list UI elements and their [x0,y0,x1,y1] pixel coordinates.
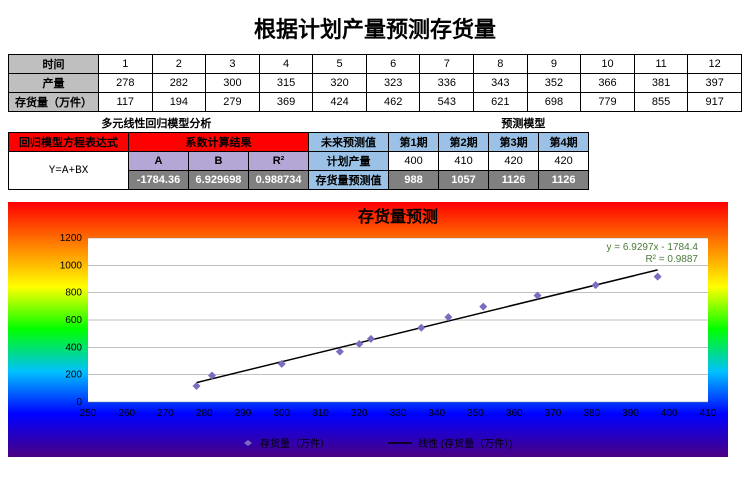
svg-text:400: 400 [65,342,82,353]
table-cell: 366 [581,74,635,93]
table-cell: 9 [527,55,581,74]
table-cell: 279 [206,93,260,112]
data-table: 时间123456789101112产量278282300315320323336… [8,54,742,112]
table-cell: 369 [259,93,313,112]
table-cell: 336 [420,74,474,93]
svg-text:390: 390 [622,408,639,419]
future-header: 未来预测值 [309,133,389,152]
period-label: 第1期 [389,133,439,152]
section-right-label: 预测模型 [303,114,742,132]
svg-text:R² = 0.9887: R² = 0.9887 [645,254,698,265]
table-cell: 323 [366,74,420,93]
chart-container: 0 200 400 600 800 1000 1200 250 260 270 280 290 300 3… [8,202,742,457]
svg-text:600: 600 [65,315,82,326]
table-cell: 320 [313,74,367,93]
plan-value: 410 [439,152,489,171]
row-label: 存货量（万件） [9,93,99,112]
svg-text:1000: 1000 [60,260,83,271]
row-label: 时间 [9,55,99,74]
row-label: 产量 [9,74,99,93]
svg-text:400: 400 [661,408,678,419]
svg-text:800: 800 [65,288,82,299]
coef-value: -1784.36 [129,171,189,190]
svg-text:380: 380 [583,408,600,419]
table-cell: 462 [366,93,420,112]
analysis-table: 回归模型方程表达式系数计算结果未来预测值第1期第2期第3期第4期 Y=A+BXAB… [8,132,742,190]
table-cell: 282 [152,74,206,93]
table-cell: 1 [99,55,153,74]
table-cell: 855 [634,93,688,112]
table-cell: 698 [527,93,581,112]
svg-text:340: 340 [428,408,445,419]
svg-text:270: 270 [157,408,174,419]
section-left-label: 多元线性回归模型分析 [8,114,303,132]
table-cell: 352 [527,74,581,93]
coef-value: 0.988734 [249,171,309,190]
svg-text:290: 290 [235,408,252,419]
table-cell: 917 [688,93,742,112]
svg-text:300: 300 [273,408,290,419]
formula-cell: Y=A+BX [9,152,129,190]
coef-header: 系数计算结果 [129,133,309,152]
svg-text:1200: 1200 [60,233,83,244]
table-cell: 381 [634,74,688,93]
period-label: 第4期 [539,133,589,152]
table-cell: 10 [581,55,635,74]
plan-value: 420 [539,152,589,171]
svg-text:350: 350 [467,408,484,419]
svg-text:0: 0 [76,397,82,408]
table-cell: 6 [366,55,420,74]
table-cell: 194 [152,93,206,112]
svg-text:200: 200 [65,370,82,381]
table-cell: 4 [259,55,313,74]
table-cell: 3 [206,55,260,74]
svg-text:330: 330 [390,408,407,419]
coef-label: A [129,152,189,171]
pred-label: 存货量预测值 [309,171,389,190]
inventory-forecast-chart: 0 200 400 600 800 1000 1200 250 260 270 280 290 300 3… [8,202,728,457]
svg-text:260: 260 [118,408,135,419]
plan-value: 420 [489,152,539,171]
formula-header: 回归模型方程表达式 [9,133,129,152]
svg-text:310: 310 [312,408,329,419]
table-cell: 117 [99,93,153,112]
table-cell: 8 [474,55,528,74]
svg-text:y = 6.9297x - 1784.4: y = 6.9297x - 1784.4 [607,242,699,253]
svg-text:存货量（万件）: 存货量（万件） [260,437,330,450]
plan-value: 400 [389,152,439,171]
table-cell: 315 [259,74,313,93]
table-cell: 779 [581,93,635,112]
pred-value: 988 [389,171,439,190]
table-cell: 2 [152,55,206,74]
table-cell: 424 [313,93,367,112]
pred-value: 1126 [539,171,589,190]
table-cell: 300 [206,74,260,93]
page-title: 根据计划产量预测存货量 [8,12,742,44]
svg-text:线性 (存货量（万件）): 线性 (存货量（万件）) [418,437,512,450]
table-cell: 12 [688,55,742,74]
coef-value: 6.929698 [189,171,249,190]
svg-text:存货量预测: 存货量预测 [358,207,438,226]
table-cell: 7 [420,55,474,74]
svg-text:250: 250 [80,408,97,419]
table-cell: 343 [474,74,528,93]
svg-text:410: 410 [700,408,717,419]
table-cell: 397 [688,74,742,93]
plan-label: 计划产量 [309,152,389,171]
table-cell: 621 [474,93,528,112]
period-label: 第2期 [439,133,489,152]
table-cell: 11 [634,55,688,74]
coef-label: R² [249,152,309,171]
pred-value: 1126 [489,171,539,190]
pred-value: 1057 [439,171,489,190]
coef-label: B [189,152,249,171]
table-cell: 278 [99,74,153,93]
svg-text:360: 360 [506,408,523,419]
table-cell: 543 [420,93,474,112]
table-cell: 5 [313,55,367,74]
svg-text:320: 320 [351,408,368,419]
svg-text:370: 370 [545,408,562,419]
svg-text:280: 280 [196,408,213,419]
period-label: 第3期 [489,133,539,152]
